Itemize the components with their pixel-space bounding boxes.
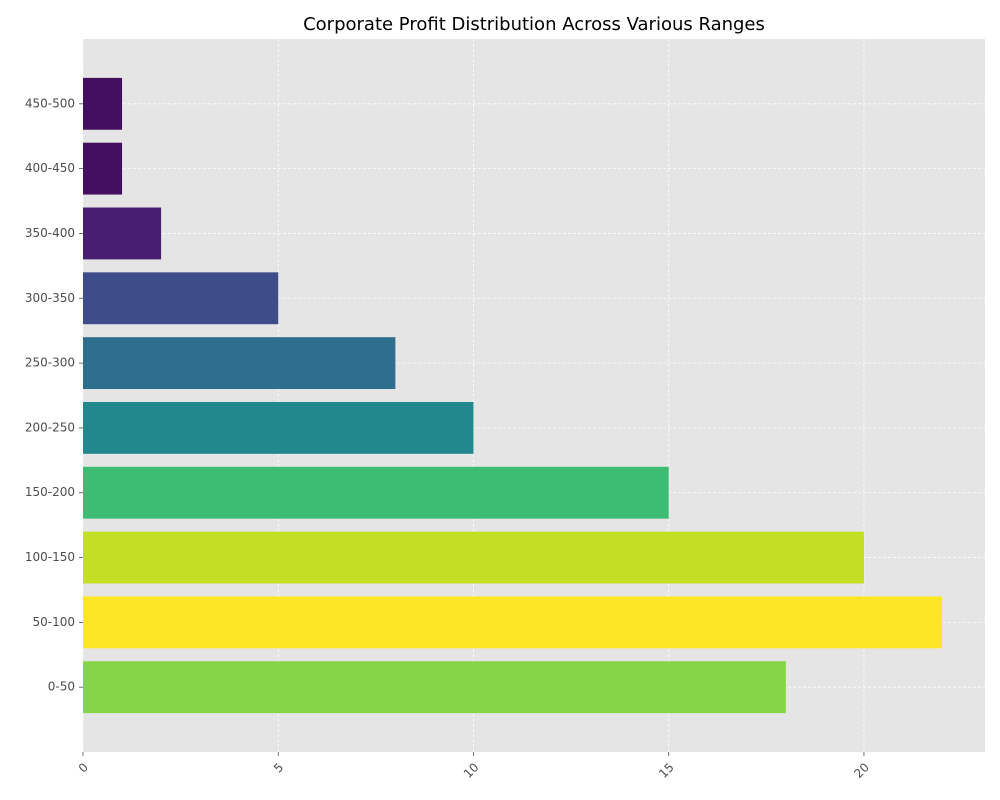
x-tick-label: 5: [271, 760, 286, 775]
bar-400-450: [83, 142, 123, 195]
x-tick-label: 15: [656, 760, 677, 781]
x-tick-label: 20: [851, 760, 872, 781]
bar-0-50: [83, 661, 786, 714]
y-tick-label: 200-250: [25, 420, 75, 434]
y-tick-label: 400-450: [25, 161, 75, 175]
y-tick-label: 100-150: [25, 550, 75, 564]
bar-250-300: [83, 337, 396, 390]
x-tick-label: 10: [461, 760, 482, 781]
x-axis-ticks: 0 5 10 15 20: [76, 752, 872, 781]
bar-200-250: [83, 401, 474, 454]
y-tick-label: 450-500: [25, 96, 75, 110]
chart-title: Corporate Profit Distribution Across Var…: [303, 14, 765, 35]
bar-50-100: [83, 596, 943, 649]
y-axis-ticks: 0-50 50-100 100-150 150-200 200-250 250-300 30…: [25, 96, 83, 694]
y-tick-label: 350-400: [25, 226, 75, 240]
y-tick-label: 0-50: [48, 680, 75, 694]
bar-150-200: [83, 466, 669, 519]
y-tick-label: 150-200: [25, 485, 75, 499]
y-tick-label: 250-300: [25, 356, 75, 370]
bar-100-150: [83, 531, 864, 584]
x-tick-label: 0: [76, 760, 91, 775]
bar-350-400: [83, 207, 162, 260]
bar-450-500: [83, 77, 123, 130]
y-tick-label: 300-350: [25, 291, 75, 305]
y-tick-label: 50-100: [32, 615, 75, 629]
bar-300-350: [83, 272, 279, 325]
bars: [83, 77, 943, 714]
